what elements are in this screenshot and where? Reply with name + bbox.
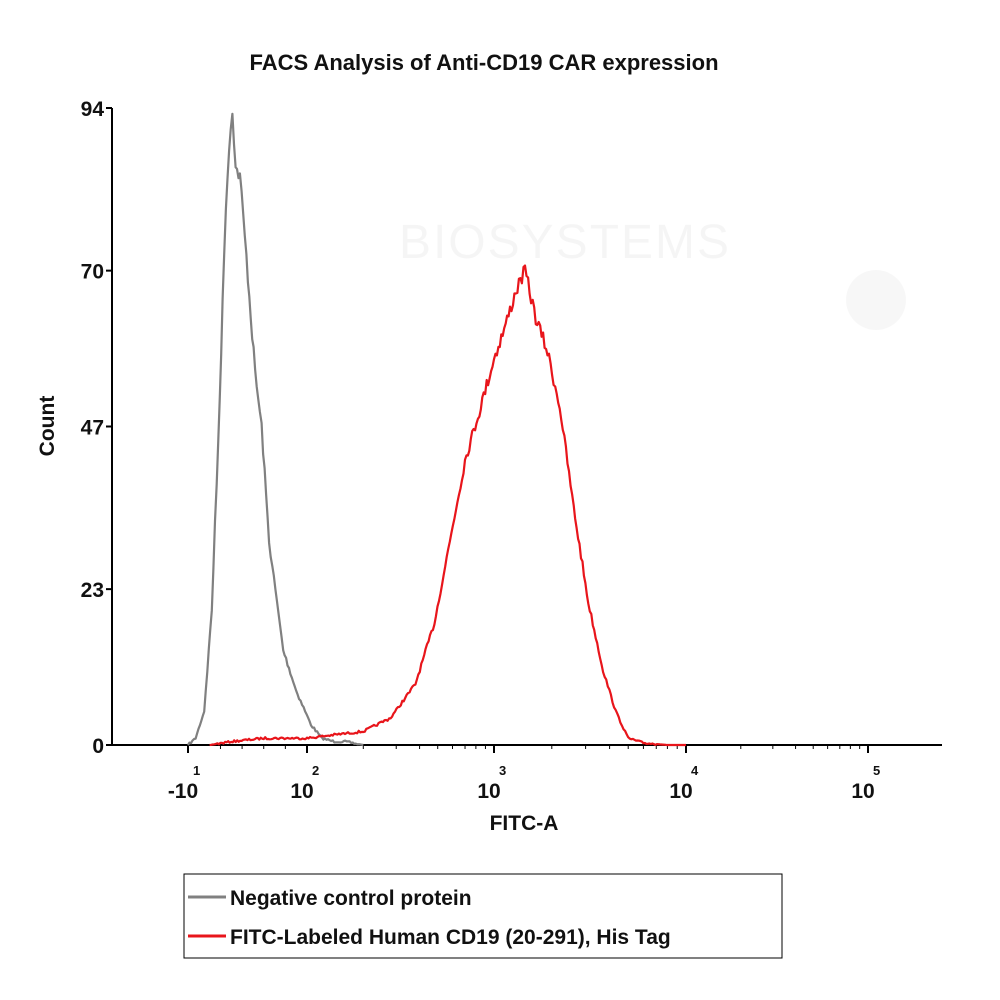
y-tick-label: 94 [81, 98, 105, 121]
watermark: BIOSYSTEMS [399, 216, 906, 330]
chart-title: FACS Analysis of Anti-CD19 CAR expressio… [249, 50, 718, 75]
y-axis-label: Count [36, 396, 59, 457]
x-tick-label: -10 [168, 780, 198, 803]
watermark-dot [846, 270, 906, 330]
series-negative-control-line [187, 112, 364, 747]
y-tick-label: 70 [81, 261, 104, 284]
plot-series [187, 112, 686, 747]
x-tick-label: 10 [290, 780, 313, 803]
x-axis-label: FITC-A [490, 812, 559, 835]
x-tick-exponent: 3 [499, 763, 506, 778]
x-tick-label: 10 [477, 780, 500, 803]
x-tick-exponent: 5 [873, 763, 880, 778]
x-tick-exponent: 1 [193, 763, 200, 778]
x-tick-label: 10 [851, 780, 874, 803]
legend-label-negative-control: Negative control protein [230, 887, 472, 910]
watermark-subtitle: BIOSYSTEMS [399, 216, 731, 269]
x-minor-ticks [219, 745, 861, 749]
legend-box [183, 873, 783, 959]
x-tick-label: 10 [669, 780, 692, 803]
x-tick-exponent: 2 [312, 763, 319, 778]
x-tick-exponent: 4 [691, 763, 699, 778]
series-cd19-line [209, 264, 686, 747]
y-tick-label: 47 [81, 417, 104, 440]
legend: Negative control protein FITC-Labeled Hu… [183, 873, 783, 959]
y-tick-label: 0 [92, 735, 104, 758]
x-ticks: -10 1 10 2 10 3 10 4 10 5 [168, 745, 880, 803]
y-ticks: 0 23 47 70 94 [81, 98, 112, 758]
y-tick-label: 23 [81, 579, 104, 602]
legend-label-cd19: FITC-Labeled Human CD19 (20-291), His Ta… [230, 926, 671, 949]
